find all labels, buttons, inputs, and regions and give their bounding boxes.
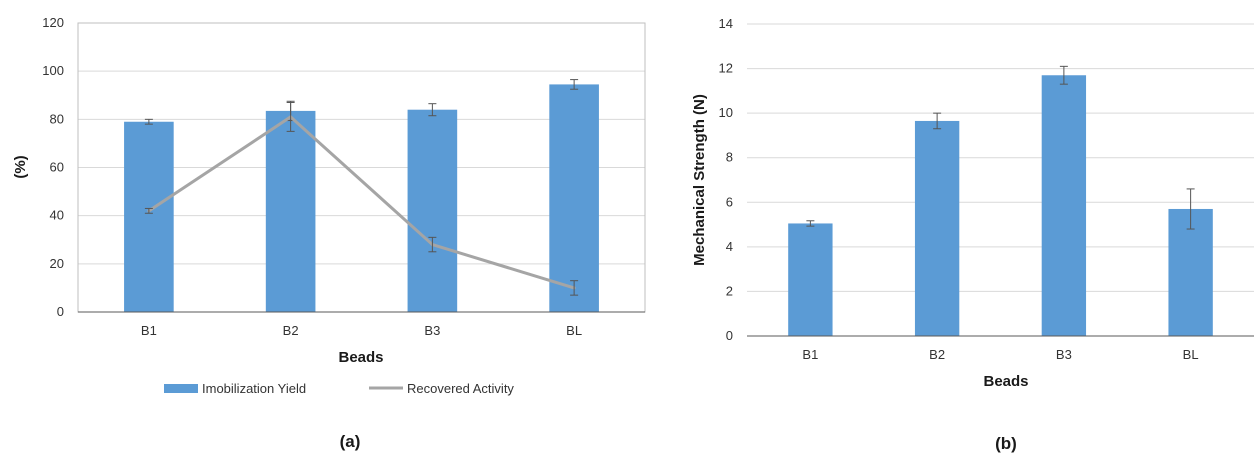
chart-a: 0 20 40 60 80 100 120 B1 B2 B3 BL Beads (%) Imobi…: [12, 15, 646, 451]
b-x-tick-label: BL: [1183, 347, 1199, 362]
b-x-tick-label: B2: [929, 347, 945, 362]
b-x-tick-labels: B1 B2 B3 BL: [802, 347, 1198, 362]
a-legend-label-bar: Imobilization Yield: [202, 381, 306, 396]
a-y-axis-title: (%): [12, 155, 29, 178]
b-y-tick-labels: 0 2 4 6 8 10 12 14: [719, 16, 733, 343]
b-x-axis-title: Beads: [983, 373, 1028, 390]
b-y-tick-label: 2: [726, 283, 733, 298]
a-panel-label: (a): [340, 432, 361, 451]
a-y-tick-labels: 0 20 40 60 80 100 120: [42, 15, 64, 319]
b-y-axis-title: Mechanical Strength (N): [691, 94, 708, 266]
a-bar: [265, 110, 316, 312]
a-x-tick-label: BL: [566, 323, 582, 338]
b-bar: [788, 223, 833, 336]
b-y-tick-label: 10: [719, 105, 733, 120]
a-x-axis-title: Beads: [338, 349, 383, 366]
b-y-tick-label: 12: [719, 61, 733, 76]
a-bars: [124, 79, 599, 312]
a-bar: [124, 121, 174, 312]
chart-b: 0 2 4 6 8 10 12 14 B1 B2 B3 BL Beads Mechanical St…: [691, 16, 1254, 453]
a-legend-label-line: Recovered Activity: [407, 381, 514, 396]
b-panel-label: (b): [995, 434, 1017, 453]
a-line-series: [144, 101, 579, 296]
a-y-tick-label: 80: [50, 111, 64, 126]
a-x-tick-label: B1: [141, 323, 157, 338]
b-y-tick-label: 4: [726, 239, 733, 254]
a-y-tick-label: 20: [50, 256, 64, 271]
b-bar: [1168, 208, 1213, 336]
b-bar: [914, 120, 960, 336]
a-x-tick-labels: B1 B2 B3 BL: [141, 323, 582, 338]
a-axes: [77, 22, 646, 313]
b-x-tick-label: B1: [802, 347, 818, 362]
a-y-tick-label: 60: [50, 160, 64, 175]
b-x-tick-label: B3: [1056, 347, 1072, 362]
a-bar: [407, 109, 458, 312]
a-legend-swatch-bar: [164, 384, 198, 393]
b-y-tick-label: 0: [726, 328, 733, 343]
a-y-tick-label: 0: [57, 304, 64, 319]
a-x-tick-label: B3: [424, 323, 440, 338]
a-y-tick-label: 120: [42, 15, 64, 30]
a-legend: Imobilization Yield Recovered Activity: [164, 381, 514, 396]
b-y-tick-label: 8: [726, 150, 733, 165]
b-y-tick-label: 6: [726, 194, 733, 209]
b-y-tick-label: 14: [719, 16, 733, 31]
b-bar: [1041, 75, 1087, 336]
a-x-tick-label: B2: [283, 323, 299, 338]
a-line-path: [148, 115, 575, 290]
a-bar: [549, 84, 599, 312]
b-bars: [788, 65, 1213, 336]
a-y-tick-label: 40: [50, 208, 64, 223]
a-y-tick-label: 100: [42, 63, 64, 78]
